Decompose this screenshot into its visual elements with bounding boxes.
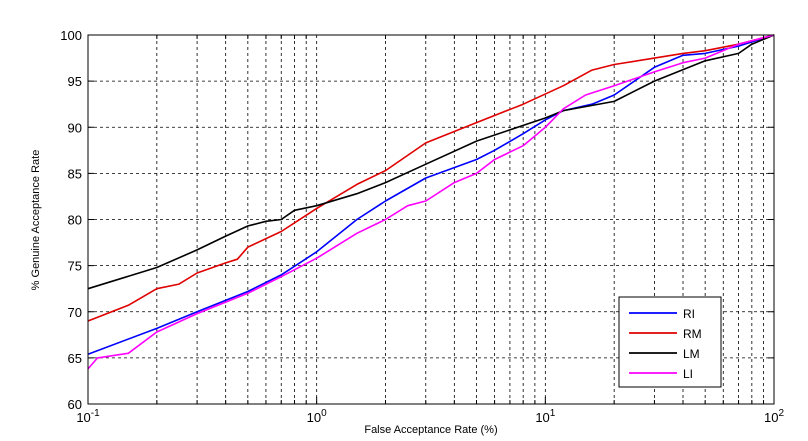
y-tick-label: 90: [68, 120, 82, 135]
y-tick-label: 85: [68, 166, 82, 181]
y-tick-label: 65: [68, 351, 82, 366]
y-tick-label: 80: [68, 213, 82, 228]
x-tick-label: 10-1: [76, 408, 100, 425]
y-tick-label: 60: [68, 397, 82, 412]
y-axis-title: % Genuine Acceptance Rate: [30, 150, 42, 291]
legend: RI RM LM LI: [618, 296, 722, 388]
legend-label-lm: LM: [683, 347, 700, 361]
legend-label-li: LI: [683, 367, 693, 381]
legend-box: [618, 296, 722, 388]
y-tick-label: 95: [68, 74, 82, 89]
x-tick-label: 102: [764, 408, 784, 425]
x-axis: 10-1 100 101 102: [76, 35, 784, 425]
series-lines: [87, 34, 775, 370]
x-tick-label: 100: [307, 408, 327, 425]
y-tick-label: 75: [68, 259, 82, 274]
series-line-lm: [87, 34, 775, 290]
y-axis: 60 65 70 75 80 85 90 95 100: [60, 28, 774, 412]
series-line-ri: [87, 34, 775, 355]
series-line-rm: [87, 34, 775, 322]
x-tick-label: 101: [535, 408, 555, 425]
legend-label-ri: RI: [683, 307, 695, 321]
legend-label-rm: RM: [683, 327, 702, 341]
y-tick-label: 100: [60, 28, 82, 43]
x-axis-title: False Acceptance Rate (%): [364, 424, 497, 436]
series-line-li: [87, 34, 775, 370]
y-tick-label: 70: [68, 305, 82, 320]
